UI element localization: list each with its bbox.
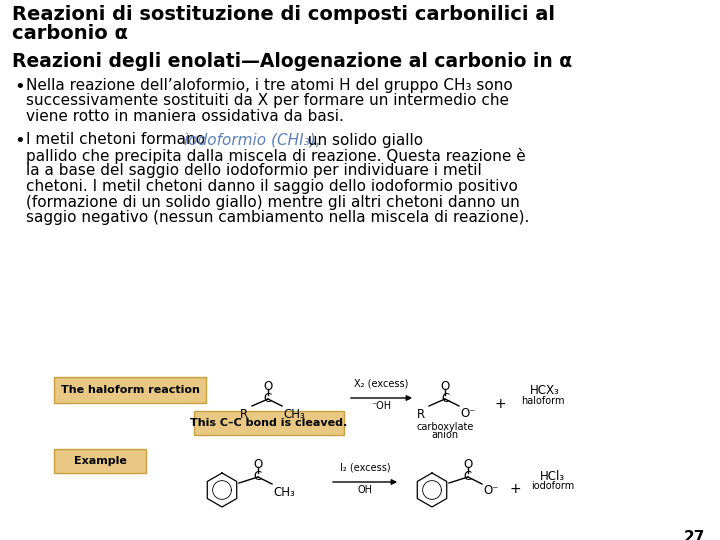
Text: CH₃: CH₃	[283, 408, 305, 421]
Text: chetoni. I metil chetoni danno il saggio dello iodoformio positivo: chetoni. I metil chetoni danno il saggio…	[26, 179, 518, 194]
FancyBboxPatch shape	[54, 377, 206, 403]
FancyBboxPatch shape	[54, 449, 146, 473]
Text: O: O	[441, 380, 449, 393]
Text: C: C	[254, 470, 262, 483]
Text: O⁻: O⁻	[483, 484, 498, 497]
Text: pallido che precipita dalla miscela di reazione. Questa reazione è: pallido che precipita dalla miscela di r…	[26, 148, 526, 164]
Text: HCX₃: HCX₃	[530, 384, 559, 397]
Text: This C–C bond is cleaved.: This C–C bond is cleaved.	[190, 418, 348, 428]
Text: iodoform: iodoform	[531, 481, 575, 491]
Text: +: +	[509, 482, 521, 496]
Text: successivamente sostituiti da X per formare un intermedio che: successivamente sostituiti da X per form…	[26, 93, 509, 109]
Text: viene rotto in maniera ossidativa da basi.: viene rotto in maniera ossidativa da bas…	[26, 109, 344, 124]
Text: O: O	[464, 458, 472, 471]
Text: I metil chetoni formano: I metil chetoni formano	[26, 132, 210, 147]
Text: The haloform reaction: The haloform reaction	[60, 385, 199, 395]
Text: O⁻: O⁻	[460, 407, 475, 420]
Text: C: C	[441, 392, 449, 405]
Text: iodoformio (CHI₃),: iodoformio (CHI₃),	[184, 132, 321, 147]
Text: ⁻OH: ⁻OH	[371, 401, 391, 411]
Text: (formazione di un solido giallo) mentre gli altri chetoni danno un: (formazione di un solido giallo) mentre …	[26, 194, 520, 210]
Text: •: •	[14, 132, 24, 151]
Text: X₂ (excess): X₂ (excess)	[354, 378, 408, 388]
Text: Reazioni degli enolati—Alogenazione al carbonio in α: Reazioni degli enolati—Alogenazione al c…	[12, 52, 572, 71]
Text: Example: Example	[73, 456, 127, 466]
Text: C: C	[264, 392, 272, 405]
Text: C: C	[464, 470, 472, 483]
Text: Reazioni di sostituzione di composti carbonilici al: Reazioni di sostituzione di composti car…	[12, 5, 555, 24]
Text: CH₃: CH₃	[273, 486, 294, 499]
FancyBboxPatch shape	[194, 411, 344, 435]
Text: Nella reazione dell’aloformio, i tre atomi H del gruppo CH₃ sono: Nella reazione dell’aloformio, i tre ato…	[26, 78, 513, 93]
Text: O: O	[253, 458, 263, 471]
Text: OH: OH	[358, 485, 372, 495]
Text: 27: 27	[683, 530, 705, 540]
Text: carbonio α: carbonio α	[12, 24, 128, 43]
Text: O: O	[264, 380, 273, 393]
Text: •: •	[14, 78, 24, 96]
Text: R: R	[240, 408, 248, 421]
Text: carboxylate: carboxylate	[416, 422, 474, 432]
Text: HCl₃: HCl₃	[540, 470, 565, 483]
Text: la a base del saggio dello iodoformio per individuare i metil: la a base del saggio dello iodoformio pe…	[26, 164, 482, 179]
Text: un solido giallo: un solido giallo	[303, 132, 423, 147]
Text: haloform: haloform	[521, 396, 564, 406]
Text: saggio negativo (nessun cambiamento nella miscela di reazione).: saggio negativo (nessun cambiamento nell…	[26, 210, 529, 225]
Text: I₂ (excess): I₂ (excess)	[340, 462, 390, 472]
Text: R: R	[417, 408, 425, 421]
Text: anion: anion	[431, 430, 459, 440]
Text: +: +	[494, 397, 506, 411]
